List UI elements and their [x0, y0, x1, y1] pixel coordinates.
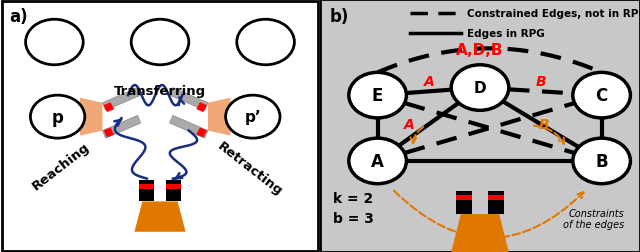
- Bar: [456, 192, 472, 214]
- Text: Constrained Edges, not in RPG: Constrained Edges, not in RPG: [467, 9, 640, 19]
- Text: A: A: [424, 75, 434, 89]
- Bar: [166, 180, 181, 202]
- Polygon shape: [451, 214, 509, 252]
- Polygon shape: [102, 88, 141, 111]
- Circle shape: [226, 96, 280, 139]
- Text: b): b): [330, 8, 349, 25]
- Text: B: B: [539, 118, 549, 132]
- Text: B: B: [536, 75, 546, 89]
- Text: p’: p’: [244, 110, 261, 125]
- Polygon shape: [170, 116, 208, 139]
- Text: Constraints
of the edges: Constraints of the edges: [563, 208, 624, 229]
- Circle shape: [573, 73, 630, 118]
- Text: A,D,B: A,D,B: [456, 43, 504, 58]
- Bar: [456, 195, 472, 200]
- Polygon shape: [197, 129, 206, 137]
- Text: b = 3: b = 3: [333, 211, 374, 225]
- Bar: [488, 192, 504, 214]
- Circle shape: [573, 139, 630, 184]
- Text: a): a): [10, 8, 28, 25]
- Text: Retracting: Retracting: [214, 140, 285, 198]
- Polygon shape: [208, 98, 230, 136]
- Text: Transferring: Transferring: [114, 84, 206, 97]
- Bar: [140, 180, 154, 202]
- Text: E: E: [372, 87, 383, 105]
- Text: A: A: [371, 152, 384, 170]
- Bar: [488, 195, 504, 200]
- Polygon shape: [102, 116, 141, 139]
- Polygon shape: [104, 129, 114, 137]
- Bar: [166, 184, 181, 190]
- Polygon shape: [134, 202, 186, 232]
- Polygon shape: [80, 98, 102, 136]
- Text: Edges in RPG: Edges in RPG: [467, 29, 545, 39]
- Bar: [140, 184, 154, 190]
- Text: B: B: [595, 152, 608, 170]
- Circle shape: [451, 66, 509, 111]
- Text: A: A: [404, 118, 415, 132]
- Circle shape: [349, 139, 406, 184]
- Polygon shape: [104, 103, 114, 112]
- Text: C: C: [595, 87, 608, 105]
- Text: D: D: [474, 81, 486, 96]
- Polygon shape: [170, 88, 208, 111]
- Circle shape: [30, 96, 85, 139]
- Text: Reaching: Reaching: [29, 140, 92, 193]
- Text: p: p: [52, 108, 63, 126]
- Circle shape: [349, 73, 406, 118]
- Polygon shape: [197, 103, 206, 112]
- Text: k = 2: k = 2: [333, 191, 373, 205]
